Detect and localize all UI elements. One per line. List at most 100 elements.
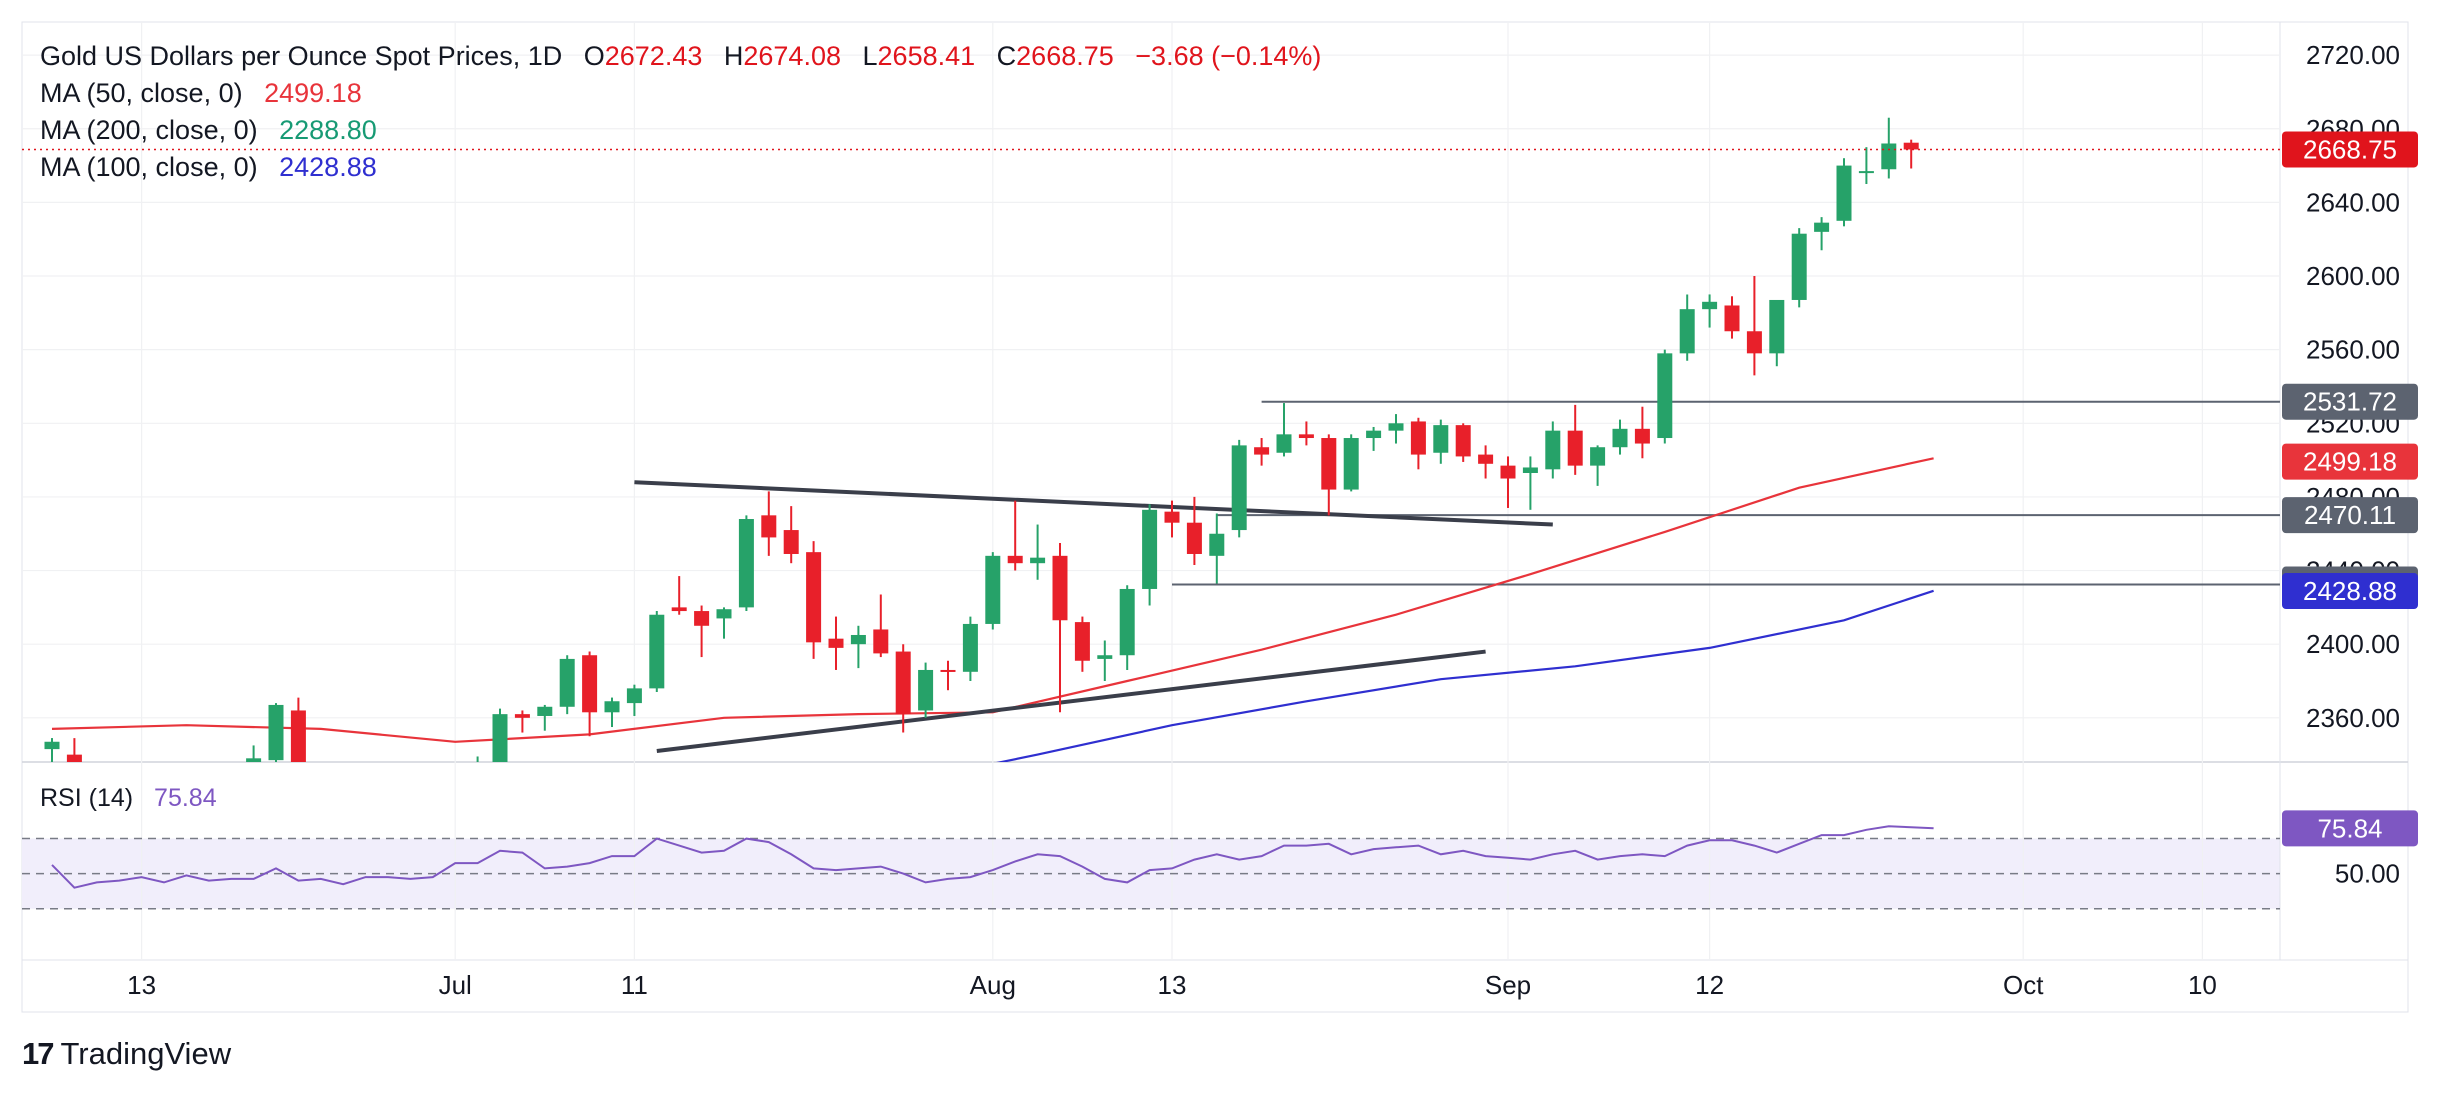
candle-body [1142, 509, 1158, 589]
candle-body [290, 710, 306, 762]
open-label: O [583, 41, 605, 71]
tradingview-name: TradingView [60, 1036, 232, 1071]
candle-body [44, 741, 60, 750]
price-tag-ma100-bg [2282, 573, 2418, 610]
candle-body [1657, 353, 1673, 439]
candle-body [1590, 447, 1606, 466]
ma200-label: MA (200, close, 0) [40, 115, 258, 145]
candle-body [1343, 438, 1359, 490]
candle-body [179, 777, 194, 781]
ma50-label: MA (50, close, 0) [40, 78, 243, 108]
x-tick-label: Sep [1485, 970, 1531, 1000]
high-label: H [723, 41, 744, 71]
close-value: 2668.75 [1016, 41, 1114, 71]
candle-body [671, 607, 687, 612]
price-tag-ma100: 2428.88 [2303, 576, 2397, 606]
low-value: 2658.41 [877, 41, 976, 71]
candle-body [895, 651, 911, 715]
open-value: 2672.43 [604, 41, 703, 71]
low-label: L [862, 41, 878, 71]
x-tick-label: 13 [127, 970, 156, 1000]
x-tick-label: Jul [439, 970, 472, 1000]
rsi-value: 75.84 [154, 784, 217, 812]
rsi-legend[interactable]: RSI (14) 75.84 [40, 784, 217, 813]
candle-body [492, 714, 508, 762]
candle-body [1478, 454, 1494, 464]
candle-body [1881, 143, 1897, 170]
rsi-tag-bg [2282, 810, 2418, 847]
candle-body [157, 777, 172, 779]
candle-body [537, 706, 553, 716]
ma50-value: 2499.18 [264, 78, 362, 108]
tradingview-mark-icon: 17 [22, 1036, 55, 1071]
level-tag: 2470.11 [2304, 500, 2396, 530]
ma200-legend[interactable]: MA (200, close, 0) 2288.80 [40, 112, 1321, 149]
ma100-legend[interactable]: MA (100, close, 0) 2428.88 [40, 149, 1321, 186]
candle-body [1030, 557, 1046, 564]
candle-body [582, 655, 598, 713]
candle-body [268, 704, 284, 761]
trendline [656, 649, 1486, 753]
candle-body [783, 530, 799, 554]
x-tick-label: 11 [621, 970, 648, 1000]
chart-legend: Gold US Dollars per Ounce Spot Prices, 1… [40, 38, 1321, 186]
candle-body [514, 714, 530, 718]
price-tag-price-bg [2282, 131, 2418, 168]
candle-body [1164, 511, 1180, 523]
candle-body [1836, 165, 1852, 221]
candle-body [1769, 299, 1785, 354]
candle-body [806, 552, 822, 643]
x-tick-label: 13 [1158, 970, 1187, 1000]
tradingview-logo[interactable]: 17 TradingView [22, 1036, 231, 1072]
ma50-legend[interactable]: MA (50, close, 0) 2499.18 [40, 75, 1321, 112]
price-tag-ma50-bg [2282, 443, 2418, 480]
y-tick-label: 2360.00 [2306, 703, 2400, 733]
rsi-label: RSI (14) [40, 784, 134, 812]
candle-body [962, 623, 978, 672]
candle-body [1388, 423, 1404, 431]
close-label: C [996, 41, 1017, 71]
candle-body [828, 638, 844, 648]
candle-body [336, 771, 351, 784]
candle-body [313, 773, 328, 788]
y-tick-label: 2560.00 [2306, 335, 2400, 365]
level-tag-bg [2282, 497, 2418, 534]
candle-body [1634, 428, 1650, 444]
candle-body [1298, 434, 1314, 439]
candle-body [1679, 309, 1695, 354]
candle-body [1903, 142, 1919, 150]
candle-body [1455, 425, 1471, 457]
y-tick-label: 2720.00 [2306, 40, 2400, 70]
ma100-line [996, 589, 1934, 762]
high-value: 2674.08 [743, 41, 841, 71]
ma100-value: 2428.88 [279, 152, 377, 182]
candle-body [381, 784, 396, 788]
price-tag-price: 2668.75 [2303, 134, 2397, 164]
candle-body [1186, 522, 1202, 554]
candle-body [1567, 430, 1583, 466]
candle-body [1209, 533, 1225, 556]
candle-body [918, 669, 934, 711]
candle-body [873, 629, 889, 654]
trendline [634, 480, 1553, 527]
candle-body [1545, 430, 1561, 470]
candle-body [761, 515, 777, 538]
candle-body [201, 779, 216, 783]
candle-body [985, 555, 1001, 624]
candle-body [626, 688, 642, 704]
price-tag-ma50: 2499.18 [2303, 447, 2397, 477]
candle-body [470, 766, 485, 773]
candle-body [1074, 622, 1090, 661]
candle-body [1500, 465, 1516, 479]
candle-body [1276, 434, 1292, 453]
candle-body [1858, 171, 1874, 174]
candle-body [1119, 588, 1135, 656]
candle-body [358, 795, 373, 810]
y-tick-label: 2400.00 [2306, 629, 2400, 659]
candle-body [1746, 331, 1762, 354]
candle-body [1433, 425, 1449, 453]
x-tick-label: 12 [1695, 970, 1724, 1000]
candle-body [1007, 555, 1023, 564]
